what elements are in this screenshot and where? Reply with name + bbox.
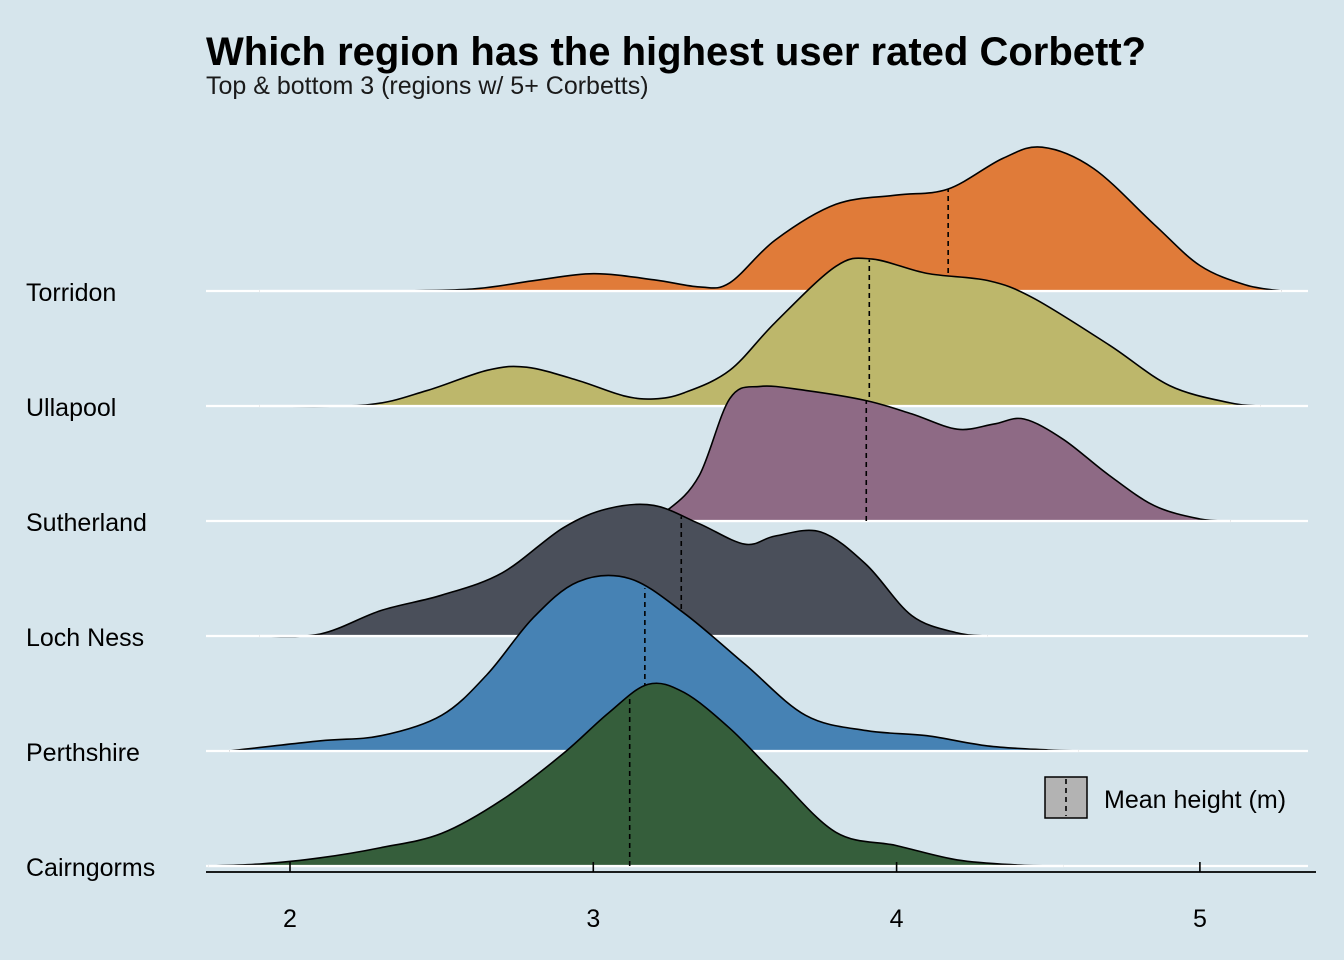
x-tick-label: 4 [890, 905, 904, 933]
ridge-sutherland [638, 386, 1231, 521]
ridge-cairngorms [208, 683, 1064, 866]
ridge-outline-ullapool [259, 257, 1261, 408]
ridge-torridon [259, 146, 1282, 292]
ridge-outline-torridon [259, 146, 1282, 292]
x-tick-label: 3 [586, 905, 600, 933]
x-tick-label: 5 [1193, 905, 1207, 933]
legend: Mean height (m) [1044, 776, 1286, 819]
y-label-torridon: Torridon [26, 279, 116, 307]
ridge-loch-ness [259, 504, 988, 637]
chart-title: Which region has the highest user rated … [206, 30, 1147, 74]
ridge-outline-sutherland [638, 385, 1231, 522]
ridge-ullapool [259, 258, 1261, 407]
ridge-outline-cairngorms [208, 682, 1064, 867]
y-label-loch-ness: Loch Ness [26, 624, 144, 652]
chart-subtitle: Top & bottom 3 (regions w/ 5+ Corbetts) [206, 72, 649, 100]
y-label-perthshire: Perthshire [26, 739, 140, 767]
y-label-cairngorms: Cairngorms [26, 854, 155, 882]
ridge-perthshire [229, 575, 1079, 751]
y-label-sutherland: Sutherland [26, 509, 147, 537]
legend-label: Mean height (m) [1104, 786, 1286, 814]
y-label-ullapool: Ullapool [26, 394, 116, 422]
x-tick-label: 2 [283, 905, 297, 933]
ridge-outline-perthshire [229, 574, 1079, 752]
ridge-outline-loch-ness [259, 503, 988, 638]
